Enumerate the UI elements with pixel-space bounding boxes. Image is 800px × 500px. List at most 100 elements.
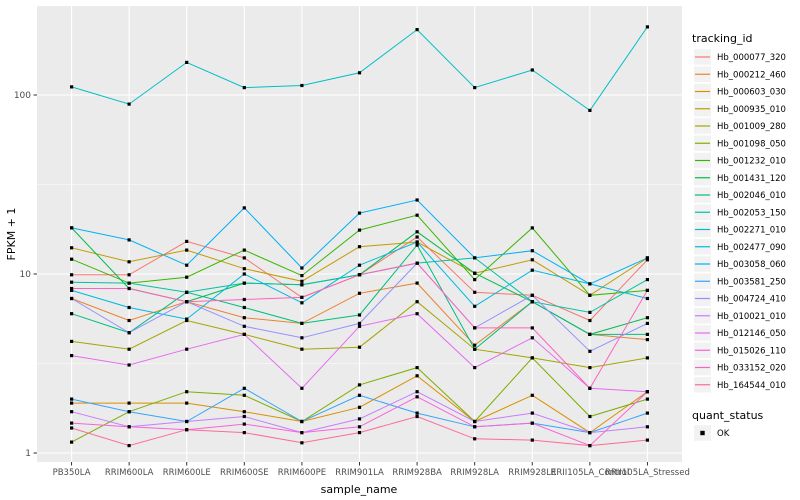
data-point — [357, 228, 362, 232]
x-axis-title: sample_name — [321, 483, 398, 496]
data-point — [127, 102, 131, 106]
data-point — [127, 444, 131, 448]
x-tick-label: RRIM600LA — [105, 468, 154, 478]
data-point — [415, 300, 419, 304]
data-point — [185, 390, 189, 394]
legend-item-Hb_000935_010: Hb_000935_010 — [694, 101, 786, 117]
data-point — [70, 421, 74, 425]
data-point — [473, 419, 477, 424]
data-point — [127, 273, 131, 277]
data-point — [473, 366, 477, 370]
data-point — [357, 245, 362, 249]
data-point — [588, 414, 592, 419]
data-point — [415, 366, 419, 370]
data-point — [70, 354, 74, 358]
data-point — [415, 414, 419, 419]
data-point — [415, 261, 419, 265]
data-point — [300, 386, 304, 390]
data-point — [415, 213, 419, 217]
legend-label: Hb_002477_090 — [717, 243, 786, 253]
data-point — [530, 336, 534, 340]
data-point — [127, 238, 131, 242]
legend-item-Hb_001009_280: Hb_001009_280 — [694, 118, 786, 134]
data-point — [70, 397, 74, 401]
data-point — [300, 347, 304, 351]
y-tick-label: 10 — [20, 270, 32, 280]
data-point — [357, 417, 362, 421]
data-point — [588, 282, 592, 286]
data-point — [242, 431, 246, 435]
data-point — [242, 267, 246, 271]
data-point — [588, 310, 592, 314]
data-point — [185, 428, 189, 432]
data-point — [300, 295, 304, 299]
data-point — [127, 281, 131, 285]
data-point — [185, 419, 189, 424]
x-tick-label: RRIM600PE — [278, 468, 326, 478]
data-point — [300, 336, 304, 340]
data-point — [242, 324, 246, 328]
data-point — [415, 411, 419, 415]
legend-title-quant-status: quant_status — [692, 409, 764, 422]
data-point — [127, 286, 131, 291]
legend-label: Hb_033152_020 — [717, 364, 786, 374]
x-tick-label: RRIM600LE — [163, 468, 211, 478]
legend-item-Hb_001232_010: Hb_001232_010 — [694, 152, 786, 169]
data-point — [415, 240, 419, 244]
data-point — [127, 401, 131, 405]
legend-label: OK — [717, 429, 730, 439]
data-point — [357, 211, 362, 215]
data-point — [300, 431, 304, 435]
data-point — [473, 86, 477, 90]
data-point — [127, 318, 131, 323]
x-tick-label: RRII105LA_Stressed — [605, 468, 690, 478]
legend-label: Hb_001009_280 — [717, 122, 786, 132]
data-point — [415, 28, 419, 32]
legend-item-Hb_003581_250: Hb_003581_250 — [694, 273, 786, 289]
data-point — [530, 293, 534, 297]
data-point — [357, 393, 362, 397]
legend-label: Hb_000935_010 — [717, 105, 786, 115]
data-point — [588, 293, 592, 297]
data-point — [185, 248, 189, 252]
data-point — [530, 300, 534, 304]
data-point — [473, 256, 477, 260]
legend-label: Hb_001098_050 — [717, 139, 786, 149]
data-point — [70, 440, 74, 444]
legend-item-Hb_002046_010: Hb_002046_010 — [694, 187, 786, 203]
data-point — [645, 296, 649, 301]
legend-item-Hb_002477_090: Hb_002477_090 — [694, 239, 786, 255]
legend-label: Hb_010021_010 — [717, 312, 786, 322]
data-point — [645, 25, 649, 29]
data-point — [415, 230, 419, 234]
data-point — [473, 271, 477, 275]
data-point — [300, 279, 304, 283]
data-point — [242, 414, 246, 419]
data-point — [185, 347, 189, 351]
data-point — [530, 258, 534, 262]
data-point — [645, 316, 649, 320]
y-axis-title: FPKM + 1 — [5, 208, 18, 261]
data-point — [242, 256, 246, 260]
data-point — [70, 296, 74, 301]
data-point — [473, 304, 477, 308]
data-point — [70, 273, 74, 277]
data-point — [185, 300, 189, 304]
data-point — [588, 444, 592, 448]
data-point — [645, 288, 649, 292]
legend-label: Hb_000077_320 — [717, 53, 786, 63]
data-point — [70, 246, 74, 250]
data-point — [70, 339, 74, 343]
data-point — [473, 343, 477, 347]
data-point — [645, 256, 649, 260]
x-tick-label: RRIM600SE — [220, 468, 269, 478]
data-point — [70, 286, 74, 291]
x-tick-label: RRIM901LA — [335, 468, 384, 478]
data-point — [357, 324, 362, 328]
data-point — [530, 68, 534, 72]
data-point — [185, 290, 189, 294]
data-point — [415, 243, 419, 247]
data-point — [415, 312, 419, 316]
axis-ticks — [33, 94, 648, 466]
legend-label: Hb_000603_030 — [717, 88, 786, 98]
